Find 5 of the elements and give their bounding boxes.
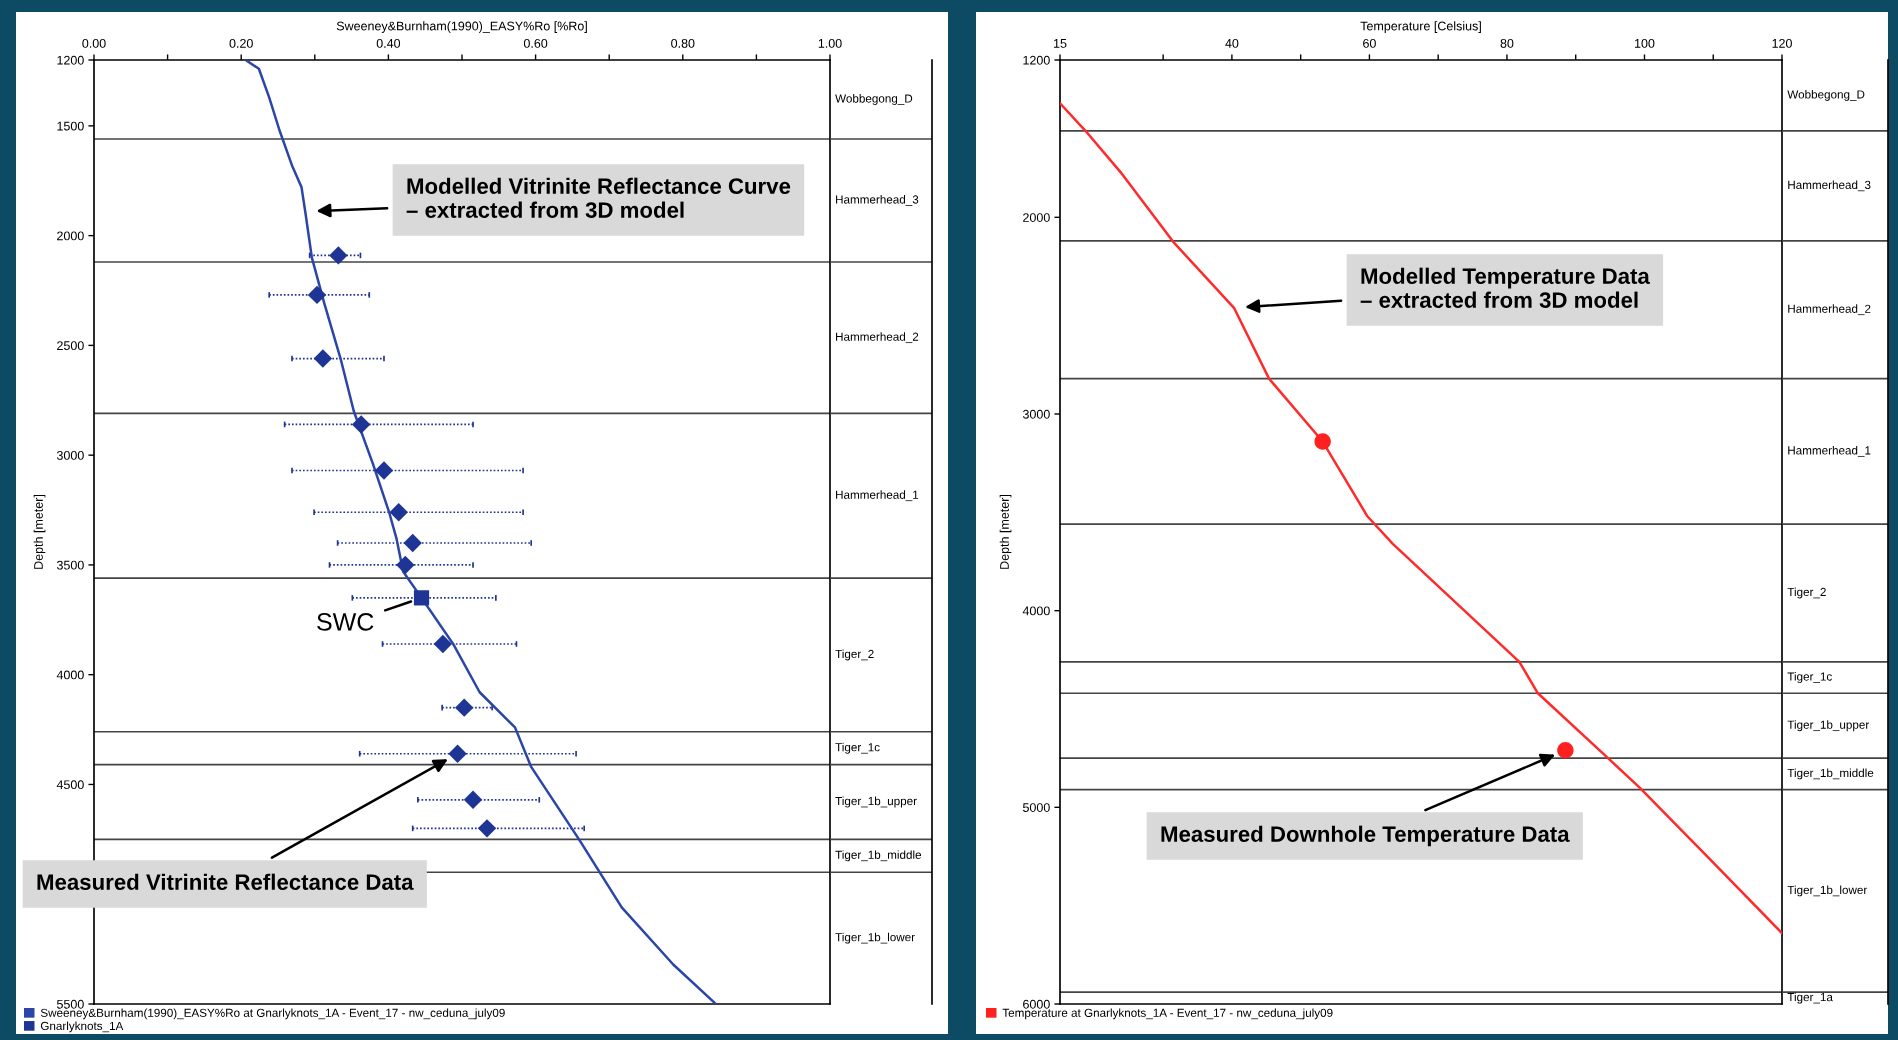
annotation: Measured Downhole Temperature Data	[1161, 825, 1570, 847]
annotation: SWC	[317, 613, 374, 631]
annotation: Modelled Temperature Data – extracted from 3D model	[1360, 267, 1650, 308]
annotation: Modelled Vitrinite Reflectance Curve – extracted from 3D model	[406, 177, 791, 218]
annotation: Measured Vitrinite Reflectance Data	[37, 873, 414, 890]
